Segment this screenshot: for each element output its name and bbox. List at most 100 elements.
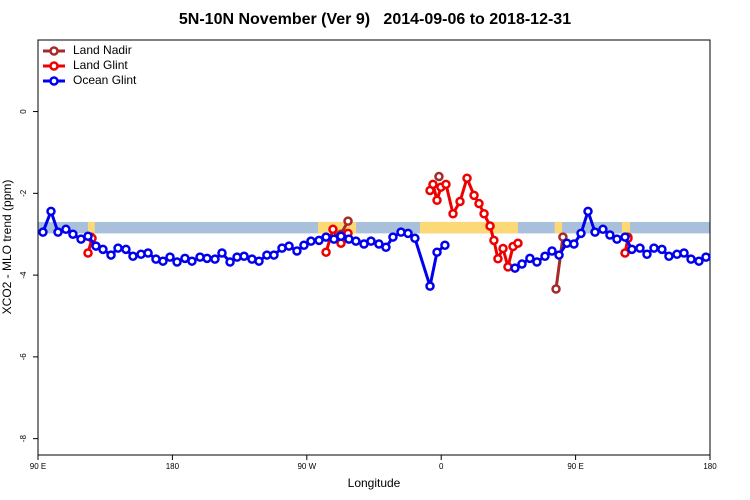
point <box>455 196 465 207</box>
point <box>410 233 420 244</box>
point <box>83 231 93 242</box>
chart-title: 5N-10N November (Ver 9) 2014-09-06 to 20… <box>179 11 571 28</box>
point <box>620 248 630 258</box>
point <box>254 256 264 266</box>
point <box>547 246 557 256</box>
point <box>493 253 503 264</box>
point <box>121 244 131 255</box>
point <box>172 257 182 267</box>
point <box>598 224 608 235</box>
point <box>53 227 63 237</box>
point <box>388 232 398 242</box>
point <box>612 234 622 244</box>
point <box>686 254 696 264</box>
point <box>314 235 324 246</box>
point <box>694 256 704 266</box>
point <box>664 251 674 262</box>
point <box>336 231 346 242</box>
point <box>583 206 593 217</box>
point <box>428 179 438 190</box>
point <box>489 235 499 246</box>
y-tick-label: -4 <box>19 271 28 279</box>
point <box>165 252 175 262</box>
point <box>321 247 331 257</box>
x-tick-label: 180 <box>703 462 717 471</box>
point <box>441 179 451 190</box>
point <box>187 256 197 266</box>
legend-label: Ocean Glint <box>73 73 137 87</box>
point <box>328 224 338 235</box>
point <box>432 247 442 257</box>
point <box>158 256 168 266</box>
point <box>627 244 637 255</box>
y-tick-label: -2 <box>19 189 28 197</box>
point <box>210 254 220 264</box>
point <box>558 232 568 242</box>
x-axis-label: Longitude <box>348 476 401 490</box>
land-band <box>88 221 95 234</box>
point <box>620 232 630 242</box>
point <box>343 216 353 226</box>
y-axis-label: XCO2 - MLO trend (ppm) <box>0 180 14 315</box>
point <box>432 195 442 206</box>
point <box>143 248 153 258</box>
point <box>679 248 689 258</box>
legend-marker <box>49 76 59 86</box>
y-tick-label: 0 <box>19 109 28 114</box>
x-tick-label: 0 <box>439 462 444 471</box>
point <box>306 236 316 246</box>
point <box>374 239 384 249</box>
plot-frame <box>37 39 711 456</box>
point <box>403 228 413 239</box>
point <box>540 251 550 262</box>
point <box>225 257 235 267</box>
point <box>485 221 495 231</box>
point <box>513 238 523 248</box>
legend-label: Land Nadir <box>73 43 132 57</box>
point <box>440 240 450 251</box>
point <box>469 190 479 201</box>
point <box>284 241 294 251</box>
point <box>128 251 138 262</box>
point <box>576 228 586 239</box>
point <box>425 281 435 291</box>
point <box>83 248 93 258</box>
point <box>38 227 48 237</box>
point <box>366 236 376 246</box>
point <box>569 239 579 249</box>
legend-marker <box>49 61 59 71</box>
point <box>605 230 615 240</box>
ocean-band <box>38 221 710 234</box>
point <box>590 227 600 237</box>
point <box>642 249 652 259</box>
point <box>91 241 101 251</box>
point <box>61 224 71 235</box>
point <box>381 242 391 253</box>
point <box>448 209 458 219</box>
point <box>498 243 508 254</box>
point <box>239 251 249 262</box>
point <box>479 209 489 219</box>
point <box>269 250 279 260</box>
point <box>46 206 56 217</box>
y-tick-label: -6 <box>19 353 28 361</box>
point <box>68 229 78 239</box>
land-band <box>419 221 518 234</box>
point <box>462 173 472 183</box>
point <box>351 236 361 246</box>
point <box>525 253 535 264</box>
point <box>701 252 711 262</box>
point <box>474 198 484 209</box>
point <box>217 248 227 258</box>
point <box>554 250 564 260</box>
point <box>292 246 302 256</box>
legend-label: Land Glint <box>73 58 128 72</box>
point <box>510 263 520 273</box>
point <box>551 284 561 294</box>
x-tick-label: 90 W <box>297 462 316 471</box>
land-band <box>554 221 563 234</box>
point <box>657 244 667 255</box>
point <box>649 243 659 253</box>
x-tick-label: 90 E <box>30 462 46 471</box>
